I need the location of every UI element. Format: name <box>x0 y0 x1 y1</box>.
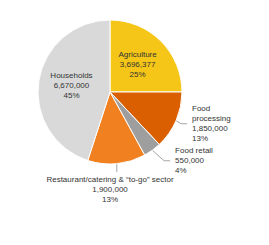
svg-text:Households: Households <box>50 71 92 80</box>
svg-text:3,696,377: 3,696,377 <box>120 60 156 69</box>
svg-text:Food retail: Food retail <box>175 146 213 155</box>
svg-text:1,850,000: 1,850,000 <box>192 124 228 133</box>
svg-text:4%: 4% <box>175 166 187 175</box>
svg-text:13%: 13% <box>192 134 208 143</box>
svg-text:45%: 45% <box>63 91 79 100</box>
svg-text:1,900,000: 1,900,000 <box>92 185 128 194</box>
svg-text:13%: 13% <box>102 195 118 204</box>
svg-text:6,670,000: 6,670,000 <box>54 81 90 90</box>
svg-text:Restaurant/catering & “to-go”: Restaurant/catering & “to-go” sector <box>46 175 174 184</box>
svg-text:processing: processing <box>192 114 231 123</box>
svg-text:25%: 25% <box>130 70 146 79</box>
svg-text:550,000: 550,000 <box>175 156 204 165</box>
svg-text:Food: Food <box>192 104 210 113</box>
svg-text:Agriculture: Agriculture <box>118 50 157 59</box>
